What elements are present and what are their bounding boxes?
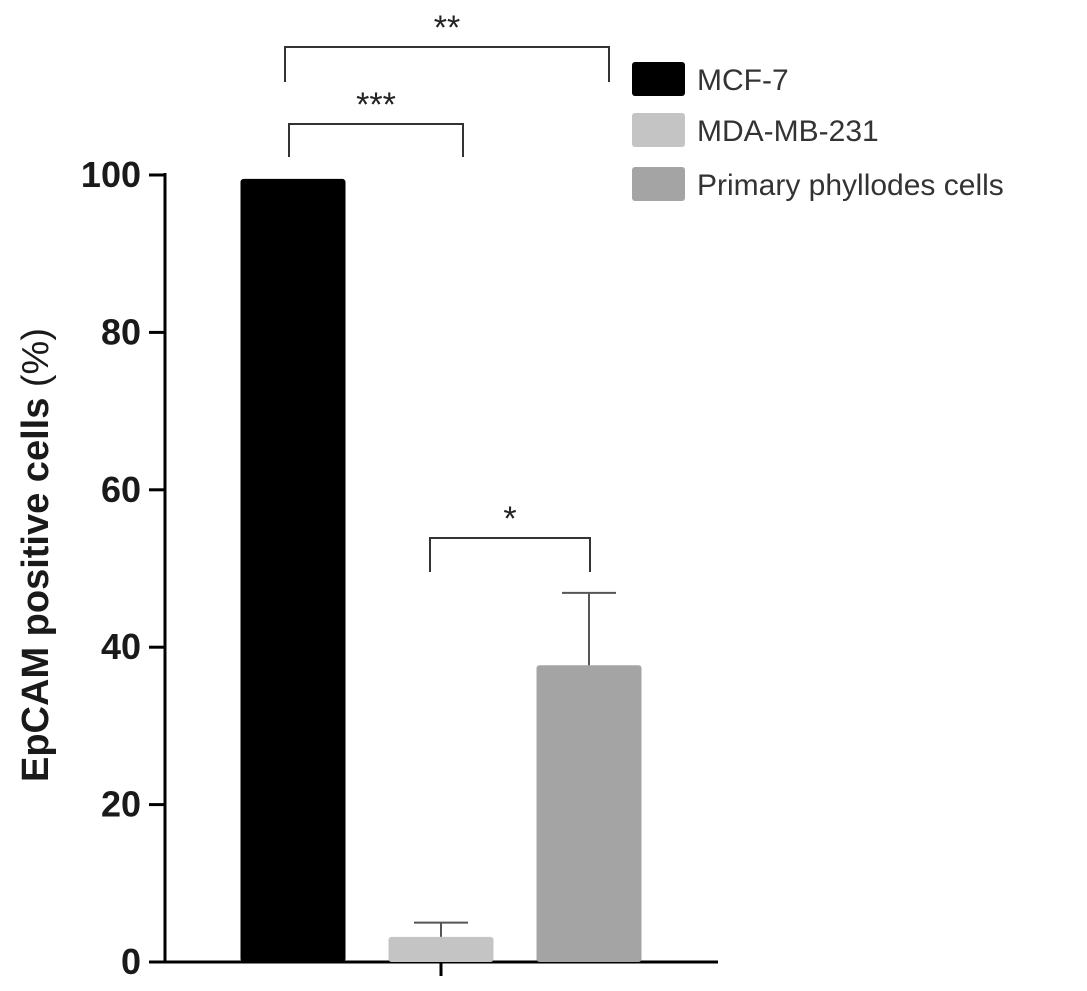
significance-label: *** bbox=[356, 86, 396, 124]
y-tick-label: 60 bbox=[101, 469, 141, 510]
legend: MCF-7 MDA-MB-231 Primary phyllodes cells bbox=[632, 62, 1004, 202]
significance-annotations: ****** bbox=[284, 9, 610, 572]
legend-label: Primary phyllodes cells bbox=[697, 169, 1004, 202]
y-tick-label: 20 bbox=[101, 784, 141, 825]
legend-swatch bbox=[632, 167, 685, 201]
significance-bracket bbox=[288, 123, 464, 157]
bars bbox=[240, 178, 642, 962]
bar-mcf-7 bbox=[240, 178, 346, 962]
legend-label: MDA-MB-231 bbox=[697, 115, 879, 148]
y-tick-label: 100 bbox=[81, 154, 141, 195]
significance-bracket bbox=[284, 46, 610, 82]
y-tick-label: 0 bbox=[121, 941, 141, 982]
legend-swatch bbox=[632, 113, 685, 147]
bar-mda-mb-231 bbox=[388, 936, 494, 962]
y-tick-label: 80 bbox=[101, 311, 141, 352]
legend-swatch bbox=[632, 62, 685, 96]
legend-label: MCF-7 bbox=[697, 64, 789, 97]
bar-primary-phyllodes-cells bbox=[536, 665, 642, 962]
significance-bracket bbox=[429, 537, 591, 572]
significance-label: ** bbox=[434, 9, 460, 47]
y-tick-label: 40 bbox=[101, 626, 141, 667]
y-axis-title: EpCAM positive cells (%) bbox=[15, 328, 57, 782]
significance-label: * bbox=[503, 500, 516, 538]
